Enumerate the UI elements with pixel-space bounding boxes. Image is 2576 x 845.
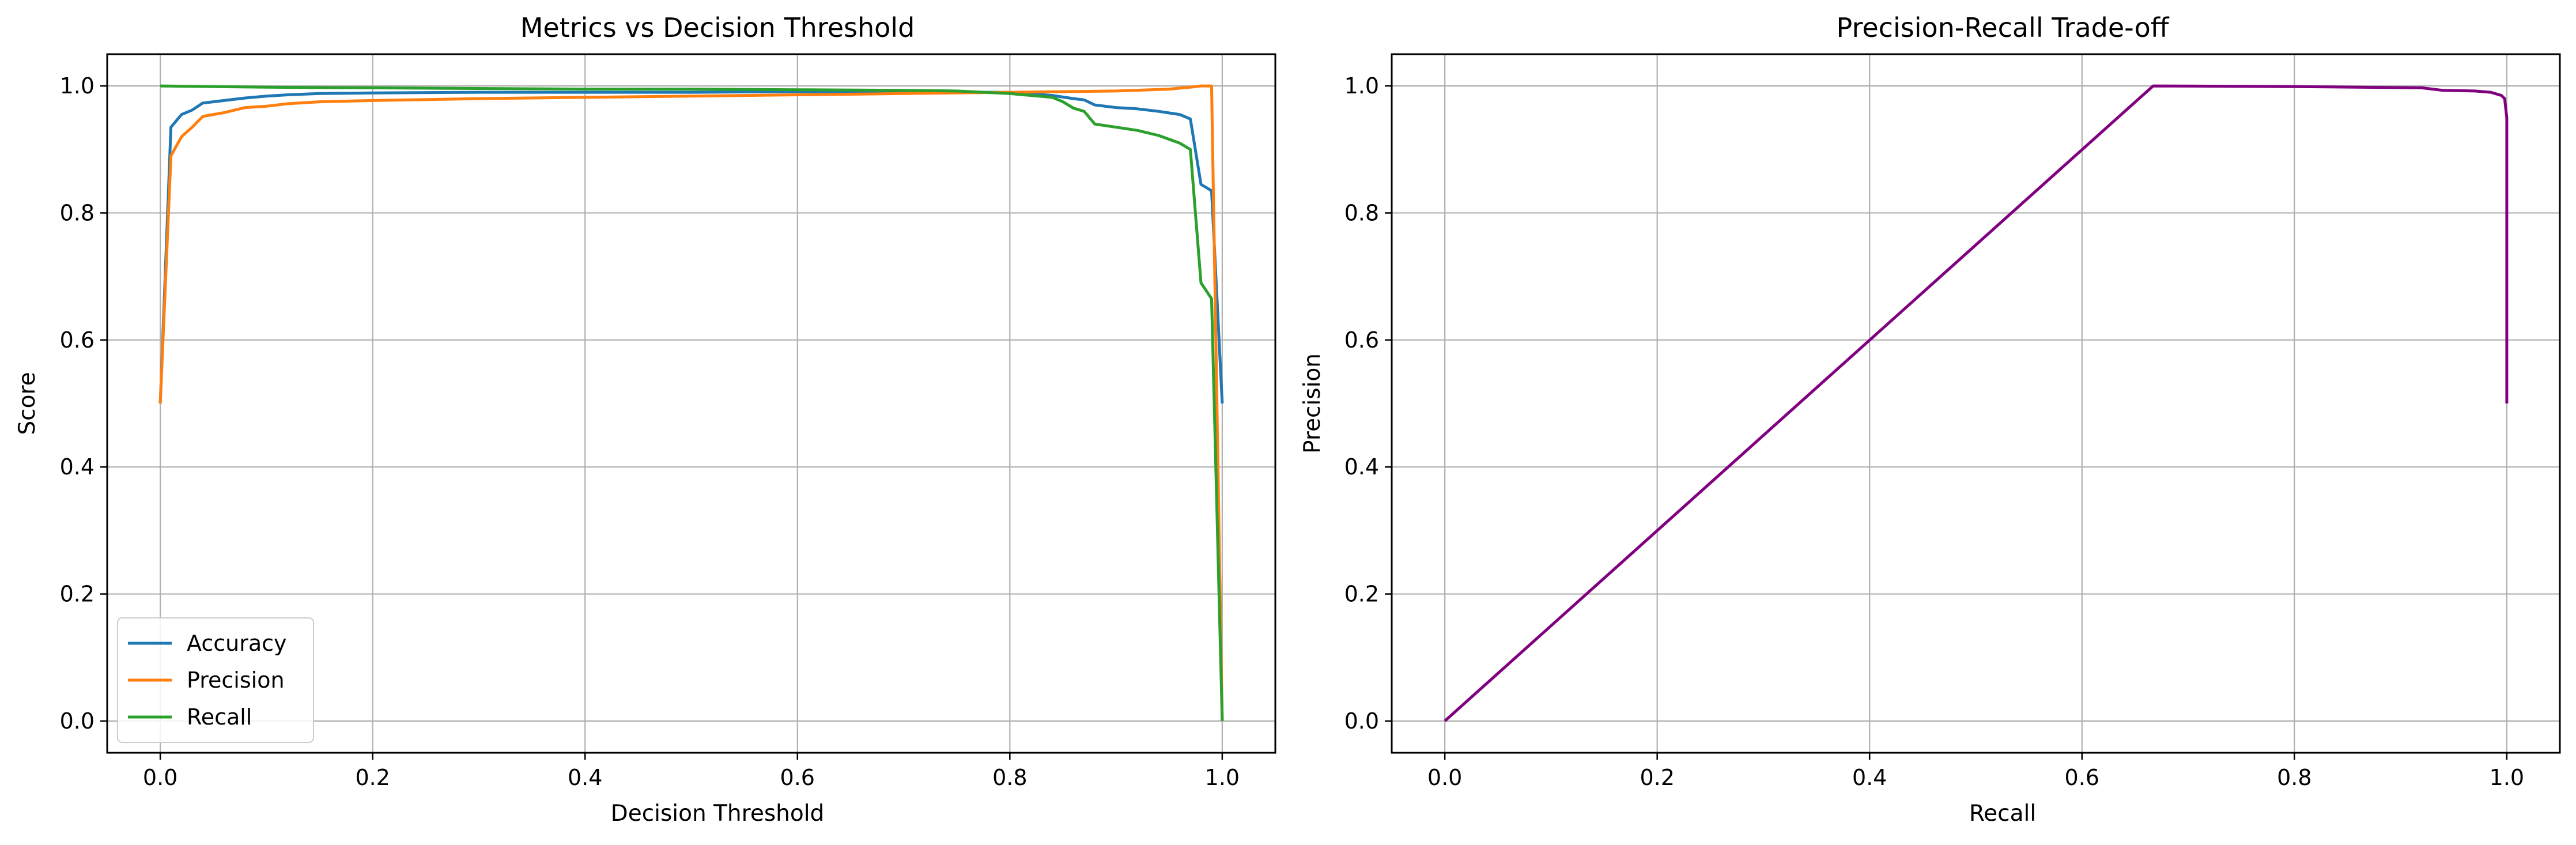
x-tick-label: 0.2	[355, 765, 390, 790]
x-tick-label: 0.6	[780, 765, 815, 790]
y-axis: 0.0 0.2 0.4 0.6 0.8 1.0	[1344, 73, 1392, 734]
series-line-accuracy	[158, 90, 1224, 404]
y-tick-label: 0.6	[1344, 327, 1379, 353]
y-tick-label: 0.4	[1344, 454, 1379, 480]
legend: Accuracy Precision Recall	[117, 617, 314, 743]
series-line-curve	[1444, 84, 2509, 722]
x-axis: 0.0 0.2 0.4 0.6 0.8 1.0	[143, 753, 1240, 790]
x-tick-label: 0.4	[1852, 765, 1887, 790]
plot-frame	[1391, 53, 2561, 754]
x-tick-label: 0.0	[1427, 765, 1462, 790]
y-axis: 0.0 0.2 0.4 0.6 0.8 1.0	[60, 73, 107, 734]
legend-box	[117, 617, 314, 743]
x-axis: 0.0 0.2 0.4 0.6 0.8 1.0	[1427, 753, 2524, 790]
series-group	[158, 84, 1224, 721]
x-tick-label: 0.8	[2277, 765, 2311, 790]
series-group	[1444, 84, 2509, 722]
y-tick-label: 0.2	[60, 582, 95, 607]
y-axis-label: Precision	[1300, 353, 1325, 454]
x-axis-label: Decision Threshold	[611, 801, 825, 827]
legend-label-recall: Recall	[187, 704, 252, 730]
chart-panel-metrics: Metrics vs Decision Threshold 0.0 0.2 0.4 0…	[14, 12, 1276, 827]
chart-title: Precision-Recall Trade-off	[1837, 12, 2170, 43]
x-tick-label: 0.4	[568, 765, 602, 790]
legend-label-accuracy: Accuracy	[187, 631, 287, 656]
y-tick-label: 1.0	[1344, 73, 1379, 99]
y-tick-label: 0.8	[1344, 200, 1379, 225]
x-axis-label: Recall	[1969, 801, 2036, 827]
x-tick-label: 0.0	[143, 765, 177, 790]
x-tick-label: 1.0	[2490, 765, 2524, 790]
x-tick-label: 0.8	[992, 765, 1027, 790]
legend-label-precision: Precision	[187, 667, 285, 693]
grid	[107, 54, 1275, 753]
y-tick-label: 0.0	[60, 708, 95, 734]
y-tick-label: 0.4	[60, 454, 95, 480]
chart-title: Metrics vs Decision Threshold	[520, 12, 915, 43]
y-axis-label: Score	[14, 372, 40, 435]
y-tick-label: 0.0	[1344, 708, 1379, 734]
chart-panel-precision-recall: Precision-Recall Trade-off 0.0 0.2 0.4 0.6 0…	[1300, 12, 2561, 827]
x-tick-label: 1.0	[1205, 765, 1240, 790]
series-line-recall	[160, 84, 1224, 721]
x-tick-label: 0.2	[1640, 765, 1674, 790]
x-tick-label: 0.6	[2065, 765, 2099, 790]
y-tick-label: 0.8	[60, 200, 95, 225]
y-tick-label: 0.2	[1344, 582, 1379, 607]
y-tick-label: 0.6	[60, 327, 95, 353]
plot-frame	[106, 53, 1276, 754]
y-tick-label: 1.0	[60, 73, 95, 99]
series-line-precision	[158, 84, 1224, 721]
